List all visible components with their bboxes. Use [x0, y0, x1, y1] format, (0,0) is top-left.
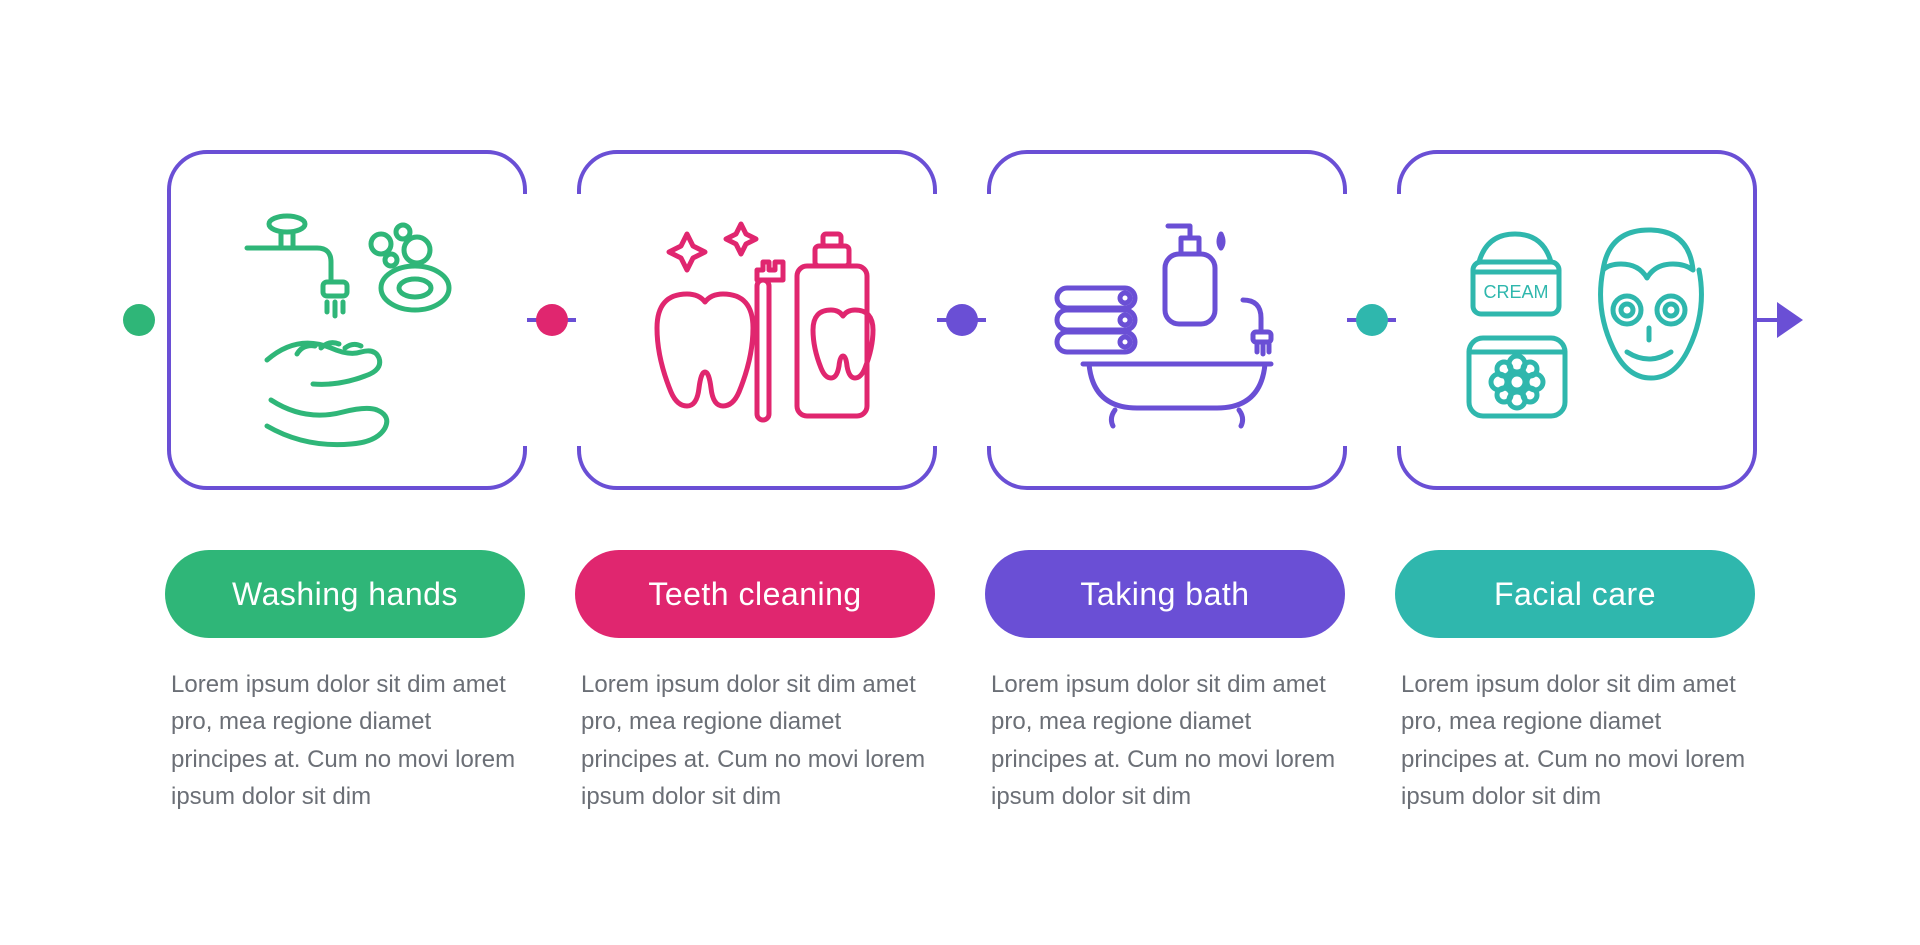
- end-arrow: [1757, 318, 1797, 322]
- taking-bath-icon: [1047, 210, 1287, 430]
- step-card-facial-care: CREAM: [1397, 150, 1757, 490]
- step-col-washing-hands: Washing hands Lorem ipsum dolor sit dim …: [165, 550, 525, 815]
- pill-label: Taking bath: [1080, 576, 1249, 613]
- flow-row: CREAM: [120, 130, 1800, 510]
- connector-dot-2: [946, 304, 978, 336]
- pill-facial-care: Facial care: [1395, 550, 1755, 638]
- step-card-teeth-cleaning: [577, 150, 937, 490]
- step-col-facial-care: Facial care Lorem ipsum dolor sit dim am…: [1395, 550, 1755, 815]
- hygiene-infographic: CREAM: [120, 130, 1800, 815]
- connector-dot-3: [1356, 304, 1388, 336]
- step-description: Lorem ipsum dolor sit dim amet pro, mea …: [985, 666, 1345, 815]
- connector-3: [1347, 318, 1397, 322]
- pill-label: Teeth cleaning: [648, 576, 861, 613]
- pill-washing-hands: Washing hands: [165, 550, 525, 638]
- pill-taking-bath: Taking bath: [985, 550, 1345, 638]
- facial-care-icon: CREAM: [1457, 210, 1697, 430]
- step-col-teeth-cleaning: Teeth cleaning Lorem ipsum dolor sit dim…: [575, 550, 935, 815]
- connector-1: [527, 318, 577, 322]
- pill-teeth-cleaning: Teeth cleaning: [575, 550, 935, 638]
- step-description: Lorem ipsum dolor sit dim amet pro, mea …: [575, 666, 935, 815]
- connector-dot-1: [536, 304, 568, 336]
- labels-row: Washing hands Lorem ipsum dolor sit dim …: [120, 550, 1800, 815]
- step-col-taking-bath: Taking bath Lorem ipsum dolor sit dim am…: [985, 550, 1345, 815]
- start-dot: [123, 304, 155, 336]
- pill-label: Facial care: [1494, 576, 1656, 613]
- step-description: Lorem ipsum dolor sit dim amet pro, mea …: [1395, 666, 1755, 815]
- pill-label: Washing hands: [232, 576, 458, 613]
- step-description: Lorem ipsum dolor sit dim amet pro, mea …: [165, 666, 525, 815]
- teeth-cleaning-icon: [637, 210, 877, 430]
- step-card-washing-hands: [167, 150, 527, 490]
- svg-text:CREAM: CREAM: [1483, 282, 1548, 302]
- step-card-taking-bath: [987, 150, 1347, 490]
- washing-hands-icon: [227, 210, 467, 430]
- connector-2: [937, 318, 987, 322]
